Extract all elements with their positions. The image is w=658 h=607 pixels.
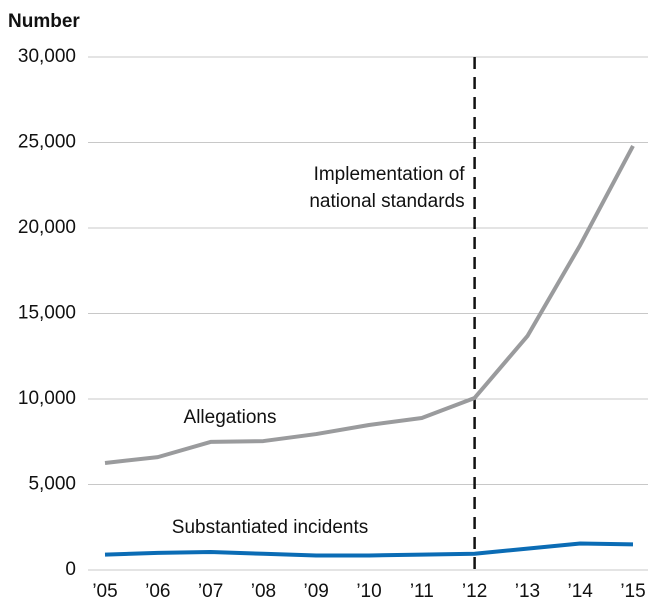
x-tick-label: ’09 [304,581,329,602]
x-tick-label: ’12 [462,581,487,602]
marker-label: national standards [309,191,464,212]
y-axis-label: Number [8,11,80,32]
series-line [104,144,635,465]
series-label: Substantiated incidents [172,517,368,538]
y-tick-label: 15,000 [18,303,76,324]
marker-label: Implementation of [314,164,466,185]
x-tick-label: ’11 [410,581,434,602]
x-tick-label: ’13 [515,581,540,602]
x-tick-label: ’14 [568,581,594,602]
y-tick-label: 5,000 [28,474,76,495]
y-tick-label: 20,000 [18,217,76,238]
x-tick-label: ’06 [145,581,170,602]
y-tick-label: 10,000 [18,388,76,409]
x-tick-label: ’15 [620,581,645,602]
y-tick-label: 25,000 [18,132,76,153]
x-tick-label: ’05 [92,581,117,602]
y-tick-label: 30,000 [18,46,76,67]
y-tick-label: 0 [65,559,76,580]
x-tick-label: ’08 [251,581,276,602]
x-tick-label: ’07 [198,581,223,602]
x-tick-label: ’10 [356,581,381,602]
series-line [104,541,634,558]
series-label: Allegations [184,407,277,428]
